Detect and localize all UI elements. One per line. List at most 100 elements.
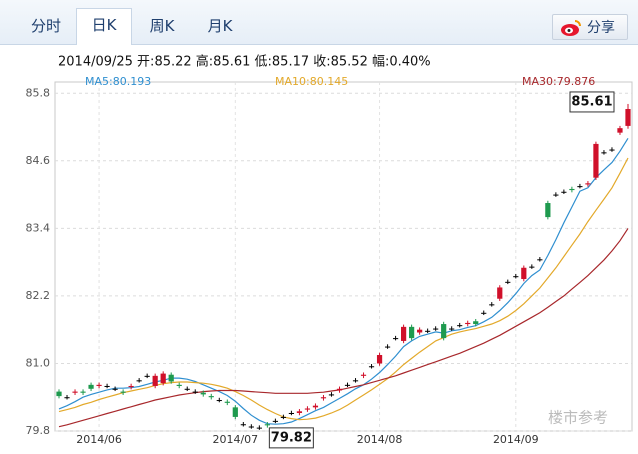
candle-body: [56, 391, 62, 397]
candle-body: [409, 326, 415, 339]
candle-body: [208, 396, 214, 398]
candle-body: [457, 325, 463, 327]
candle-body: [120, 391, 126, 393]
ma-line: [58, 137, 629, 425]
candle-body: [192, 391, 198, 393]
watermark: 楼市参考: [548, 409, 608, 427]
candle-body: [593, 143, 599, 178]
candle-body: [433, 328, 439, 330]
candle-body: [545, 203, 551, 218]
x-tick-label: 2014/08: [357, 433, 403, 446]
weibo-icon: [561, 20, 581, 36]
tab-bar: 分时 日K 周K 月K 分享: [0, 0, 638, 45]
candle-body: [625, 109, 631, 126]
candle-body: [441, 324, 447, 339]
candle-body: [473, 321, 479, 325]
ma-line: [58, 157, 629, 421]
candle-body: [264, 424, 270, 426]
candle-body: [216, 400, 222, 402]
legend-label: MA5:80.193: [85, 75, 151, 88]
x-tick-label: 2014/07: [212, 433, 258, 446]
candle-body: [224, 401, 230, 403]
tab[interactable]: 周K: [149, 17, 175, 35]
candle-body: [513, 276, 519, 278]
candle-body: [497, 287, 503, 299]
candle-body: [320, 397, 327, 399]
candle-body: [312, 405, 319, 408]
candle-body: [537, 259, 543, 261]
share-label: 分享: [587, 20, 615, 36]
ma-line: [58, 228, 629, 428]
candle-body: [585, 183, 591, 185]
candle-body: [609, 149, 615, 151]
candle-body: [80, 391, 86, 393]
annotation-box: [569, 91, 615, 113]
y-tick-label: 79.8: [26, 424, 51, 437]
candle-body: [617, 128, 623, 133]
y-tick-label: 82.2: [26, 289, 51, 302]
candle-body: [449, 328, 455, 330]
candle-body: [328, 394, 335, 396]
candle-body: [336, 388, 343, 391]
candle-body: [489, 304, 495, 306]
candle-body: [288, 412, 295, 414]
tab[interactable]: 分时: [30, 17, 61, 35]
candle-body: [112, 388, 118, 390]
y-tick-label: 84.6: [26, 154, 51, 167]
candle-body: [232, 407, 238, 417]
x-tick-label: 2014/06: [76, 433, 122, 446]
candle-body: [360, 374, 367, 376]
candle-body: [240, 424, 246, 426]
candle-body: [296, 411, 303, 413]
candle-body: [184, 388, 190, 390]
candle-body: [352, 380, 359, 382]
info-line: 2014/09/25 开:85.22 高:85.61 低:85.17 收:85.…: [58, 54, 431, 70]
candle-body: [136, 380, 142, 382]
annotation-label: 79.82: [271, 430, 312, 445]
candle-body: [272, 420, 278, 422]
tab[interactable]: 月K: [207, 17, 233, 35]
candle-body: [481, 312, 487, 314]
candle-body: [465, 322, 471, 325]
candle-body: [304, 408, 311, 410]
candle-body: [344, 384, 351, 386]
y-tick-label: 85.8: [26, 86, 51, 99]
candle-body: [168, 374, 174, 382]
candle-body: [577, 186, 583, 188]
candle-body: [152, 375, 158, 386]
candle-body: [144, 375, 150, 377]
candle-body: [128, 385, 134, 388]
candle-body: [505, 281, 511, 283]
candle-body: [400, 326, 407, 341]
candle-body: [104, 385, 110, 387]
y-tick-label: 81.0: [26, 356, 51, 369]
annotation-box: [268, 427, 314, 449]
candle-body: [368, 366, 375, 368]
candle-body: [561, 191, 567, 193]
annotation-label: 85.61: [571, 94, 612, 109]
chart: 2014/09/25 开:85.22 高:85.61 低:85.17 收:85.…: [26, 54, 633, 449]
candle-body: [425, 330, 431, 332]
share-button[interactable]: 分享: [552, 14, 628, 40]
tab-selected[interactable]: 日K: [76, 8, 132, 45]
candle-body: [384, 346, 391, 348]
candle-body: [569, 188, 575, 191]
plot-frame: [54, 81, 633, 432]
candle-body: [417, 329, 423, 333]
candle-body: [96, 384, 102, 386]
candle-body: [88, 384, 94, 389]
candle-body: [64, 397, 70, 399]
candle-body: [280, 416, 287, 418]
candle-body: [176, 384, 182, 386]
candle-body: [200, 392, 206, 395]
candle-body: [248, 426, 254, 428]
legend-label: MA10:80.145: [275, 75, 348, 88]
candle-body: [392, 338, 399, 340]
candle-body: [256, 427, 262, 429]
candle-body: [529, 266, 535, 268]
candle-body: [601, 152, 607, 154]
candle-body: [521, 267, 527, 280]
candle-body: [72, 391, 78, 393]
x-tick-label: 2014/09: [493, 433, 539, 446]
